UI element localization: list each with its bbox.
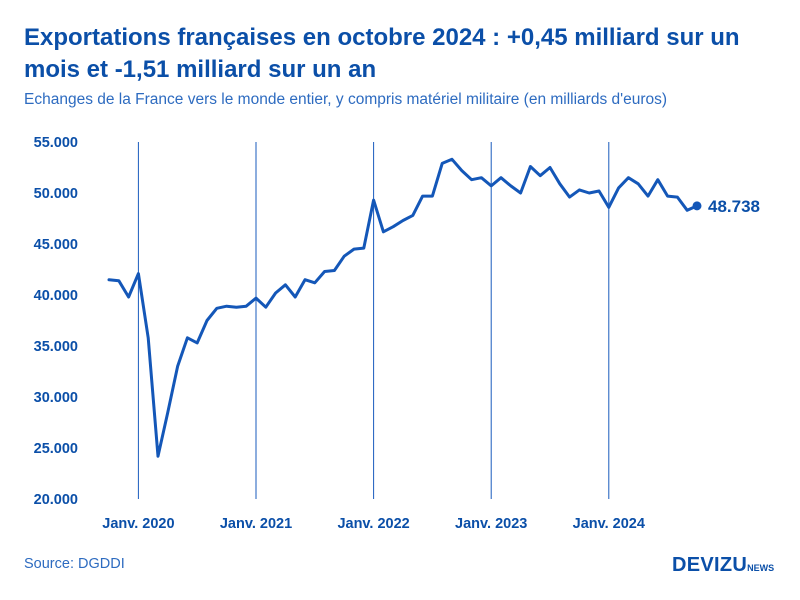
x-tick-label: Janv. 2023 (455, 516, 527, 532)
end-point (692, 201, 702, 211)
y-axis: 20.000 25.000 30.000 35.000 40.000 45.000 50.0… (34, 135, 78, 508)
y-tick-label: 20.000 (34, 492, 78, 508)
y-tick-label: 50.000 (34, 186, 78, 202)
source-note: Source: DGDDI (24, 556, 125, 572)
chart-subtitle: Echanges de la France vers le monde enti… (24, 91, 668, 108)
x-axis: Janv. 2020 Janv. 2021 Janv. 2022 Janv. 2023… (102, 516, 645, 532)
end-value-label: 48.738 (708, 197, 760, 216)
devizu-logo: DEVIZUNEWS (672, 554, 774, 577)
series-group: 48.738 (107, 157, 760, 458)
logo-sub: NEWS (747, 563, 775, 573)
x-tick-label: Janv. 2022 (337, 516, 409, 532)
x-tick-label: Janv. 2024 (573, 516, 645, 532)
chart-title: Exportations françaises en octobre 2024 … (24, 24, 740, 83)
y-tick-label: 55.000 (34, 135, 78, 151)
y-tick-label: 25.000 (34, 441, 78, 457)
y-tick-label: 40.000 (34, 288, 78, 304)
logo-main: DEVIZU (672, 554, 748, 576)
x-tick-label: Janv. 2020 (102, 516, 174, 532)
y-tick-label: 45.000 (34, 237, 78, 253)
series-line (107, 157, 699, 458)
year-markers (137, 142, 610, 499)
y-tick-label: 30.000 (34, 390, 78, 406)
y-tick-label: 35.000 (34, 339, 78, 355)
x-tick-label: Janv. 2021 (220, 516, 292, 532)
